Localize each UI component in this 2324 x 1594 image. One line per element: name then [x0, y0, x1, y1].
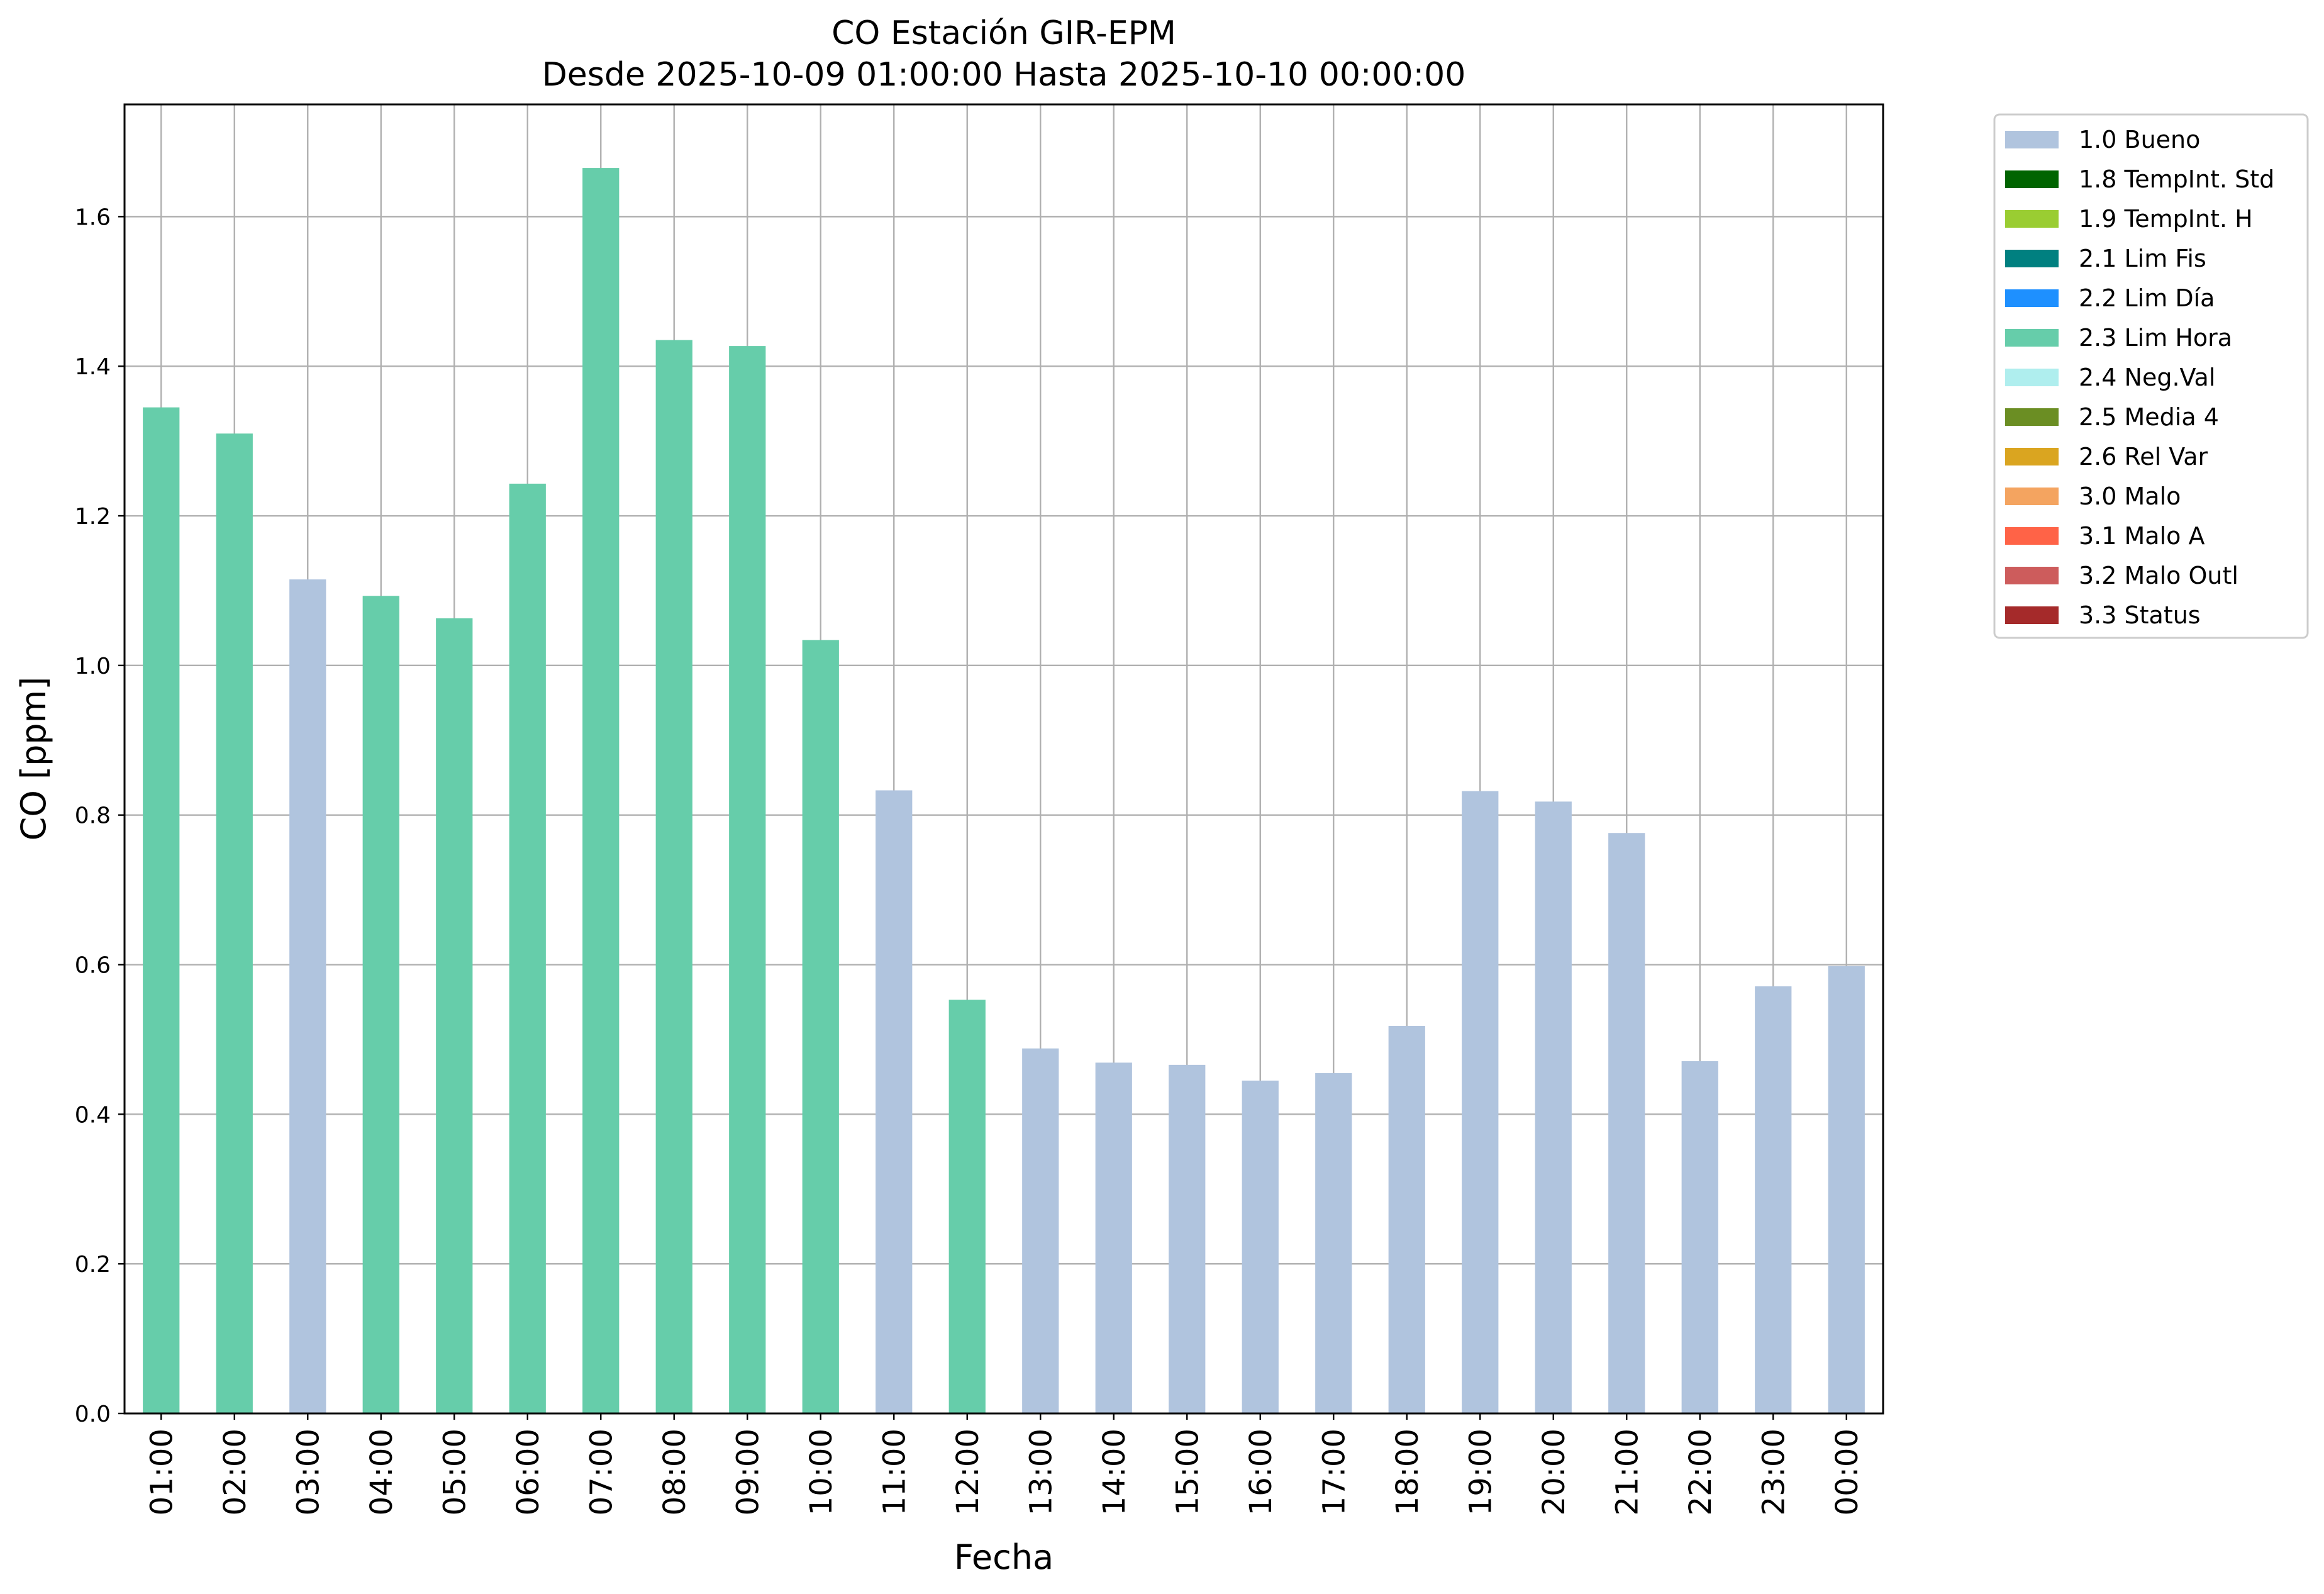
legend-label: 3.0 Malo — [2079, 482, 2181, 510]
y-tick-label: 0.2 — [75, 1252, 111, 1278]
bar-05:00 — [436, 618, 473, 1413]
x-tick-label: 13:00 — [1023, 1429, 1059, 1515]
bar-23:00 — [1755, 986, 1792, 1413]
bar-13:00 — [1022, 1048, 1059, 1413]
legend-label: 2.3 Lim Hora — [2079, 324, 2232, 352]
y-axis-label: CO [ppm] — [14, 677, 53, 841]
y-tick-label: 0.4 — [75, 1102, 111, 1128]
legend-label: 2.5 Media 4 — [2079, 403, 2219, 431]
legend-swatch — [2005, 606, 2059, 624]
x-tick-label: 10:00 — [804, 1429, 839, 1515]
legend-swatch — [2005, 488, 2059, 505]
x-tick-label: 21:00 — [1610, 1429, 1645, 1515]
bar-02:00 — [216, 433, 253, 1413]
x-tick-label: 15:00 — [1170, 1429, 1205, 1515]
legend-swatch — [2005, 408, 2059, 426]
legend-label: 3.1 Malo A — [2079, 522, 2204, 550]
plot-frame — [123, 103, 1884, 1415]
bar-series — [143, 168, 1865, 1414]
x-axis-ticks: 01:00 02:00 03:00 04:00 05:00 06:00 07:00 08:00… — [144, 1413, 1865, 1515]
bar-21:00 — [1608, 833, 1645, 1413]
x-tick-label: 23:00 — [1756, 1429, 1791, 1515]
legend-label: 1.9 TempInt. H — [2079, 205, 2253, 233]
bar-14:00 — [1095, 1062, 1132, 1413]
x-tick-label: 03:00 — [291, 1429, 326, 1515]
x-tick-label: 16:00 — [1243, 1429, 1279, 1515]
x-tick-label: 08:00 — [657, 1429, 692, 1515]
x-axis-label: Fecha — [954, 1537, 1054, 1577]
x-tick-label: 06:00 — [511, 1429, 546, 1515]
bar-09:00 — [729, 346, 766, 1413]
legend-items: 1.0 Bueno 1.8 TempInt. Std 1.9 TempInt. H 2… — [2005, 126, 2274, 629]
x-tick-label: 05:00 — [437, 1429, 472, 1515]
chart-title: CO Estación GIR-EPM — [831, 14, 1176, 52]
bar-15:00 — [1169, 1064, 1206, 1413]
x-tick-label: 19:00 — [1463, 1429, 1498, 1515]
x-tick-label: 01:00 — [144, 1429, 179, 1515]
bar-20:00 — [1535, 801, 1572, 1413]
y-tick-label: 0.0 — [75, 1402, 111, 1427]
legend-swatch — [2005, 289, 2059, 307]
legend-frame — [1993, 113, 2309, 639]
bar-06:00 — [509, 483, 546, 1413]
bar-12:00 — [948, 1000, 986, 1413]
bar-22:00 — [1681, 1061, 1718, 1413]
bar-01:00 — [143, 407, 180, 1414]
x-tick-label: 20:00 — [1537, 1429, 1572, 1515]
legend-label: 3.2 Malo Outl — [2079, 562, 2238, 589]
legend-label: 2.2 Lim Día — [2079, 284, 2215, 312]
y-tick-label: 1.2 — [75, 504, 111, 530]
bar-10:00 — [802, 640, 839, 1413]
legend-swatch — [2005, 170, 2059, 188]
legend-swatch — [2005, 131, 2059, 148]
x-tick-label: 00:00 — [1830, 1429, 1865, 1515]
bar-16:00 — [1242, 1080, 1279, 1413]
legend: 1.0 Bueno 1.8 TempInt. Std 1.9 TempInt. H 2… — [1993, 113, 2309, 639]
bar-03:00 — [289, 579, 326, 1413]
x-tick-label: 14:00 — [1097, 1429, 1132, 1515]
y-tick-label: 1.6 — [75, 204, 111, 230]
legend-swatch — [2005, 250, 2059, 267]
bar-08:00 — [655, 340, 692, 1413]
y-tick-label: 1.0 — [75, 654, 111, 679]
bar-11:00 — [876, 790, 913, 1413]
x-tick-label: 18:00 — [1390, 1429, 1425, 1515]
legend-swatch — [2005, 448, 2059, 465]
legend-label: 2.6 Rel Var — [2079, 443, 2208, 471]
legend-swatch — [2005, 567, 2059, 584]
x-tick-label: 04:00 — [364, 1429, 399, 1515]
legend-label: 2.4 Neg.Val — [2079, 364, 2215, 391]
bar-00:00 — [1828, 966, 1865, 1413]
bar-04:00 — [362, 596, 399, 1413]
x-tick-label: 07:00 — [584, 1429, 619, 1515]
legend-label: 1.8 TempInt. Std — [2079, 165, 2274, 193]
legend-swatch — [2005, 369, 2059, 386]
chart-subtitle: Desde 2025-10-09 01:00:00 Hasta 2025-10-… — [542, 56, 1466, 94]
y-tick-label: 1.4 — [75, 354, 111, 380]
x-tick-label: 12:00 — [950, 1429, 986, 1515]
x-tick-label: 22:00 — [1683, 1429, 1718, 1515]
bar-18:00 — [1388, 1026, 1425, 1413]
legend-swatch — [2005, 527, 2059, 545]
x-tick-label: 02:00 — [218, 1429, 253, 1515]
legend-label: 3.3 Status — [2079, 601, 2201, 629]
y-tick-label: 0.6 — [75, 953, 111, 979]
bar-17:00 — [1315, 1073, 1352, 1413]
bar-19:00 — [1462, 791, 1499, 1413]
legend-swatch — [2005, 210, 2059, 228]
x-tick-label: 17:00 — [1316, 1429, 1352, 1515]
legend-swatch — [2005, 329, 2059, 347]
legend-label: 1.0 Bueno — [2079, 126, 2200, 153]
x-tick-label: 09:00 — [730, 1429, 765, 1515]
x-tick-label: 11:00 — [877, 1429, 912, 1515]
bar-07:00 — [582, 168, 620, 1413]
legend-label: 2.1 Lim Fis — [2079, 245, 2206, 272]
y-tick-label: 0.8 — [75, 803, 111, 829]
y-axis-ticks: 0.0 0.2 0.4 0.6 0.8 1.0 1.2 1.4 1.6 — [75, 204, 125, 1427]
